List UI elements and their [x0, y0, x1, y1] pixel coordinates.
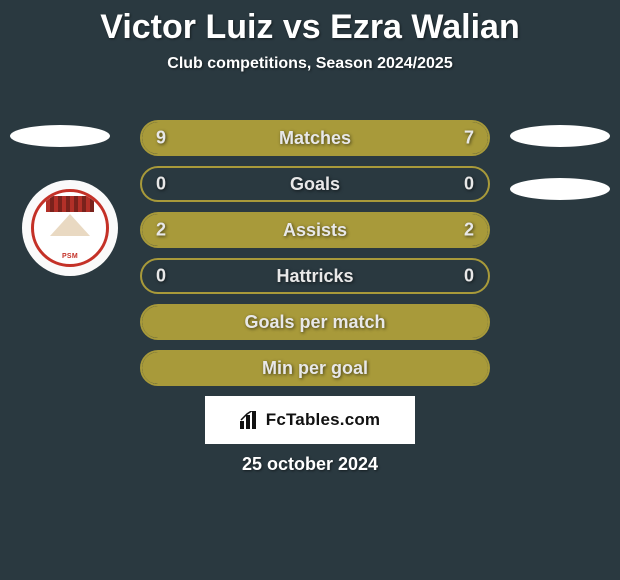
stat-row: 0 Hattricks 0: [140, 258, 490, 294]
club-badge-inner: PSM: [31, 189, 109, 267]
page-subtitle: Club competitions, Season 2024/2025: [0, 55, 620, 73]
stat-value-left: 9: [156, 128, 166, 149]
stat-label: Hattricks: [276, 266, 353, 287]
stat-row: 9 Matches 7: [140, 120, 490, 156]
bar-chart-icon: [240, 411, 260, 429]
fctables-logo: FcTables.com: [205, 396, 415, 444]
stat-row: 2 Assists 2: [140, 212, 490, 248]
stat-label: Min per goal: [262, 358, 368, 379]
stat-row: Min per goal: [140, 350, 490, 386]
stat-row: 0 Goals 0: [140, 166, 490, 202]
stat-label: Matches: [279, 128, 351, 149]
date-text: 25 october 2024: [0, 454, 620, 475]
club-badge: PSM: [22, 180, 118, 276]
decoration-ellipse-right-top: [510, 125, 610, 147]
stat-value-left: 0: [156, 174, 166, 195]
stat-row: Goals per match: [140, 304, 490, 340]
badge-ship-icon: [50, 214, 90, 236]
decoration-ellipse-left: [10, 125, 110, 147]
badge-brick-icon: [46, 196, 94, 212]
decoration-ellipse-right-mid: [510, 178, 610, 200]
logo-text: FcTables.com: [266, 410, 381, 430]
page-title: Victor Luiz vs Ezra Walian: [0, 0, 620, 47]
stat-value-right: 0: [464, 174, 474, 195]
stat-value-left: 2: [156, 220, 166, 241]
stats-container: 9 Matches 7 0 Goals 0 2 Assists 2 0 Hattricks 0 Goal…: [140, 120, 490, 396]
stat-label: Assists: [283, 220, 347, 241]
stat-value-right: 2: [464, 220, 474, 241]
stat-value-left: 0: [156, 266, 166, 287]
stat-value-right: 0: [464, 266, 474, 287]
stat-label: Goals: [290, 174, 340, 195]
stat-value-right: 7: [464, 128, 474, 149]
stat-label: Goals per match: [244, 312, 385, 333]
badge-text: PSM: [34, 253, 106, 260]
